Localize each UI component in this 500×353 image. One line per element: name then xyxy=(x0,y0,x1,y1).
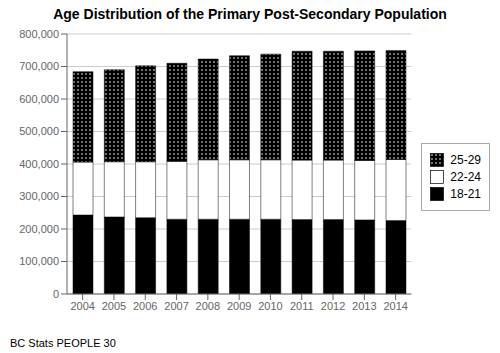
svg-text:2013: 2013 xyxy=(352,300,376,312)
svg-text:100,000: 100,000 xyxy=(19,255,59,267)
html-text:18-21: 18-21 xyxy=(450,186,481,201)
svg-text:2007: 2007 xyxy=(164,300,188,312)
svg-text:2012: 2012 xyxy=(321,300,345,312)
html-text:Age Distribution of the Primar: Age Distribution of the Primary Post-Sec… xyxy=(53,6,447,22)
svg-text:2004: 2004 xyxy=(70,300,94,312)
html-text:25-29: 25-29 xyxy=(450,152,481,167)
svg-text:2005: 2005 xyxy=(102,300,126,312)
svg-text:600,000: 600,000 xyxy=(19,93,59,105)
svg-text:300,000: 300,000 xyxy=(19,190,59,202)
html-text:BC Stats PEOPLE 30: BC Stats PEOPLE 30 xyxy=(10,337,116,349)
svg-text:2008: 2008 xyxy=(196,300,220,312)
svg-text:2009: 2009 xyxy=(227,300,251,312)
svg-text:2006: 2006 xyxy=(133,300,157,312)
html-text:22-24: 22-24 xyxy=(450,169,481,184)
svg-text:200,000: 200,000 xyxy=(19,223,59,235)
svg-text:2010: 2010 xyxy=(258,300,282,312)
svg-text:2014: 2014 xyxy=(383,300,407,312)
svg-text:500,000: 500,000 xyxy=(19,125,59,137)
svg-text:700,000: 700,000 xyxy=(19,60,59,72)
svg-text:400,000: 400,000 xyxy=(19,158,59,170)
svg-text:2011: 2011 xyxy=(290,300,314,312)
svg-text:0: 0 xyxy=(53,288,59,300)
svg-text:800,000: 800,000 xyxy=(19,28,59,40)
